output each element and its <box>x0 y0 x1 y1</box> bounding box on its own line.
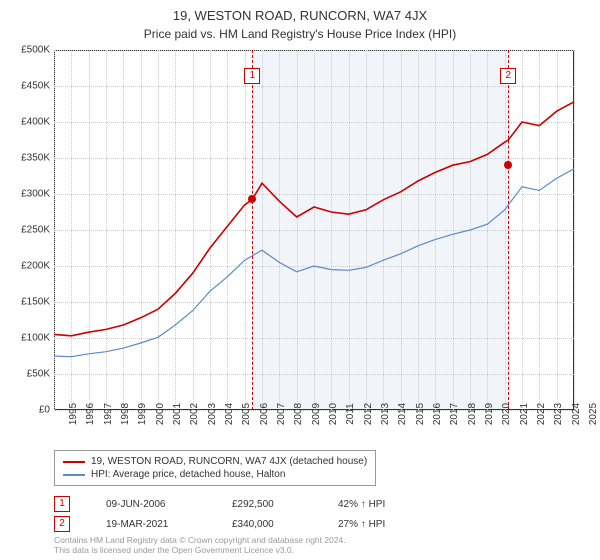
event-number-box: 1 <box>244 68 260 84</box>
sale-marker-dot <box>248 195 256 203</box>
sale-number-box: 1 <box>54 496 70 512</box>
y-tick-label: £100K <box>21 333 50 344</box>
legend-item: 19, WESTON ROAD, RUNCORN, WA7 4JX (detac… <box>63 455 367 468</box>
series-line <box>54 169 574 357</box>
sale-row: 1 09-JUN-2006 £292,500 42% ↑ HPI <box>54 494 385 514</box>
y-tick-label: £0 <box>39 405 50 416</box>
sale-pct: 27% ↑ HPI <box>338 519 385 530</box>
y-tick-label: £300K <box>21 189 50 200</box>
y-tick-label: £350K <box>21 153 50 164</box>
y-tick-label: £450K <box>21 81 50 92</box>
sale-row: 2 19-MAR-2021 £340,000 27% ↑ HPI <box>54 514 385 534</box>
y-tick-label: £400K <box>21 117 50 128</box>
y-tick-label: £500K <box>21 45 50 56</box>
copyright-line-1: Contains HM Land Registry data © Crown c… <box>54 535 346 546</box>
y-tick-label: £200K <box>21 261 50 272</box>
y-tick-label: £150K <box>21 297 50 308</box>
sale-price: £292,500 <box>232 499 302 510</box>
sale-date: 19-MAR-2021 <box>106 519 196 530</box>
chart-legend: 19, WESTON ROAD, RUNCORN, WA7 4JX (detac… <box>54 450 376 486</box>
sale-marker-dot <box>504 161 512 169</box>
y-tick-label: £250K <box>21 225 50 236</box>
legend-label: 19, WESTON ROAD, RUNCORN, WA7 4JX (detac… <box>91 456 367 467</box>
line-series-svg <box>54 50 574 410</box>
series-line <box>54 102 574 336</box>
legend-item: HPI: Average price, detached house, Halt… <box>63 468 367 481</box>
sale-price: £340,000 <box>232 519 302 530</box>
chart-title-address: 19, WESTON ROAD, RUNCORN, WA7 4JX <box>0 0 600 23</box>
sales-table: 1 09-JUN-2006 £292,500 42% ↑ HPI 2 19-MAR-202… <box>54 494 385 534</box>
event-number-box: 2 <box>500 68 516 84</box>
copyright-line-2: This data is licensed under the Open Gov… <box>54 545 346 556</box>
sale-number-box: 2 <box>54 516 70 532</box>
legend-swatch <box>63 461 85 463</box>
copyright-text: Contains HM Land Registry data © Crown c… <box>54 535 346 556</box>
sale-date: 09-JUN-2006 <box>106 499 196 510</box>
chart-subtitle: Price paid vs. HM Land Registry's House … <box>0 23 600 47</box>
x-tick-label: 2025 <box>574 403 599 425</box>
y-tick-label: £50K <box>27 369 50 380</box>
chart-plot-area: 12 £0£50K£100K£150K£200K£250K£300K£350K£… <box>54 50 574 410</box>
legend-label: HPI: Average price, detached house, Halt… <box>91 469 285 480</box>
chart-container: 19, WESTON ROAD, RUNCORN, WA7 4JX Price … <box>0 0 600 560</box>
legend-swatch <box>63 474 85 476</box>
sale-pct: 42% ↑ HPI <box>338 499 385 510</box>
